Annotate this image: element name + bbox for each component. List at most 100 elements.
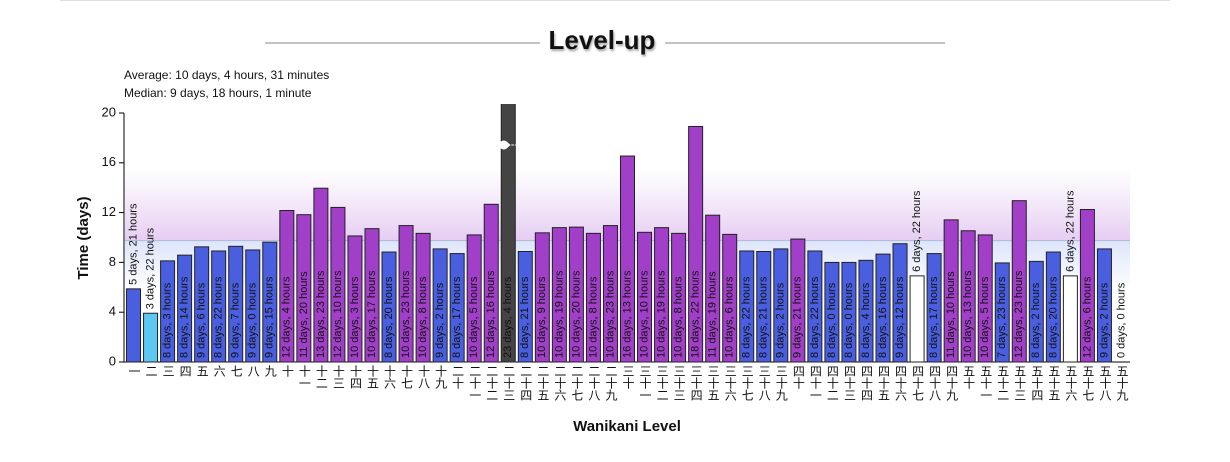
bar [943, 219, 959, 363]
value-label: 10 days, 8 hours [587, 276, 599, 358]
bar [1096, 248, 1112, 363]
x-tick-label: 六 [212, 365, 226, 377]
value-label: 10 days, 3 hours [349, 276, 361, 358]
x-tick-label: 二十五 [536, 365, 550, 401]
x-tick-label: 五十五 [1047, 365, 1061, 401]
bar [245, 249, 261, 363]
x-tick-label: 三十四 [689, 365, 703, 401]
bar [705, 214, 721, 363]
value-label: 8 days, 22 hours [809, 276, 821, 358]
value-label: 8 days, 17 hours [451, 276, 463, 358]
x-tick-label: 三十 [621, 365, 635, 389]
x-tick-label: 四十五 [877, 365, 891, 401]
bar [892, 243, 908, 363]
value-label: 8 days, 0 hours [826, 282, 838, 358]
x-tick-label: 四十二 [825, 365, 839, 401]
value-label: 9 days, 2 hours [775, 282, 787, 358]
value-label: 9 days, 12 hours [894, 276, 906, 358]
bar [960, 230, 976, 363]
bar [620, 155, 635, 363]
value-label: 10 days, 5 hours [468, 276, 480, 358]
bar [296, 214, 312, 363]
bar [637, 231, 653, 363]
value-label: 10 days, 20 hours [570, 270, 582, 358]
bar [517, 251, 533, 363]
bar [1079, 208, 1095, 363]
x-tick-label: 八 [246, 365, 260, 377]
bar [568, 226, 584, 363]
x-tick-label: 四十七 [911, 365, 925, 401]
x-axis-label: Wanikani Level [573, 418, 681, 435]
bar [432, 248, 448, 363]
bar [364, 228, 380, 363]
bar [1011, 200, 1027, 363]
value-label: 5 days, 21 hours [127, 203, 139, 285]
value-label: 10 days, 19 hours [553, 270, 565, 358]
bar [330, 206, 346, 363]
value-label: 10 days, 8 hours [417, 276, 429, 358]
value-label: 8 days, 16 hours [877, 276, 889, 358]
bar [466, 234, 482, 363]
bar [926, 253, 942, 363]
subtitle: Average: 10 days, 4 hours, 31 minutes [124, 68, 329, 82]
value-label: 16 days, 13 hours [621, 270, 633, 358]
bar [909, 275, 925, 363]
y-tick-label: 16 [102, 154, 116, 169]
x-tick-label: 四十一 [808, 365, 822, 401]
bar [398, 225, 414, 363]
x-tick-label: 五十七 [1081, 365, 1095, 401]
value-label: 10 days, 23 hours [400, 270, 412, 358]
value-label: 8 days, 22 hours [213, 276, 225, 358]
value-label: 6 days, 22 hours [1064, 190, 1076, 272]
bar [415, 232, 431, 363]
bar [483, 203, 499, 363]
y-tick-label: 20 [102, 104, 116, 119]
bar [500, 104, 516, 363]
bar [654, 227, 670, 363]
x-tick-label: 三 [161, 365, 175, 377]
bar [347, 235, 363, 363]
value-label: 8 days, 20 hours [383, 276, 395, 358]
value-label: 9 days, 0 hours [247, 282, 259, 358]
x-tick-label: 十三 [331, 365, 345, 389]
x-tick-label: 二十一 [468, 365, 482, 401]
bar [262, 241, 278, 363]
x-tick-label: 三十九 [774, 365, 788, 402]
x-tick-label: 十七 [400, 365, 414, 389]
bar [790, 238, 806, 363]
x-tick-label: 三十八 [757, 365, 771, 401]
x-tick-label: 五十四 [1030, 365, 1044, 401]
bar [722, 233, 738, 363]
value-label: 10 days, 23 hours [604, 270, 616, 358]
value-label: 10 days, 9 hours [536, 276, 548, 358]
x-tick-label: 三十五 [706, 365, 720, 401]
bar [773, 248, 789, 363]
x-tick-label: 五十八 [1098, 365, 1112, 401]
x-tick-label: 四 [178, 365, 192, 377]
value-label: 8 days, 21 hours [519, 276, 531, 358]
x-tick-label: 四十 [791, 365, 805, 389]
value-label: 9 days, 7 hours [230, 282, 242, 358]
bars [126, 104, 1112, 363]
value-label: 8 days, 3 hours [161, 282, 173, 358]
value-label: 23 days, 4 hours [502, 276, 514, 358]
value-label: 9 days, 21 hours [792, 276, 804, 358]
bar [381, 251, 397, 363]
x-tick-label: 二十四 [519, 365, 533, 401]
value-label: 8 days, 0 hours [843, 282, 855, 358]
x-tick-label: 十六 [383, 365, 397, 389]
value-label: 10 days, 19 hours [655, 270, 667, 358]
x-tick-label: 五 [195, 365, 209, 377]
value-label: 8 days, 17 hours [928, 276, 940, 358]
value-label: 11 days, 19 hours [707, 271, 719, 358]
x-tick-label: 五十九 [1115, 365, 1129, 402]
x-tick-label: 四十三 [842, 365, 856, 401]
x-tick-label: 二十七 [570, 365, 584, 401]
x-tick-label: 三十三 [672, 365, 686, 401]
x-tick-label: 三十二 [655, 365, 669, 401]
value-label: 12 days, 16 hours [485, 270, 497, 358]
bar [994, 262, 1010, 363]
subtitle: Median: 9 days, 18 hours, 1 minute [124, 86, 312, 100]
bar [602, 225, 618, 363]
